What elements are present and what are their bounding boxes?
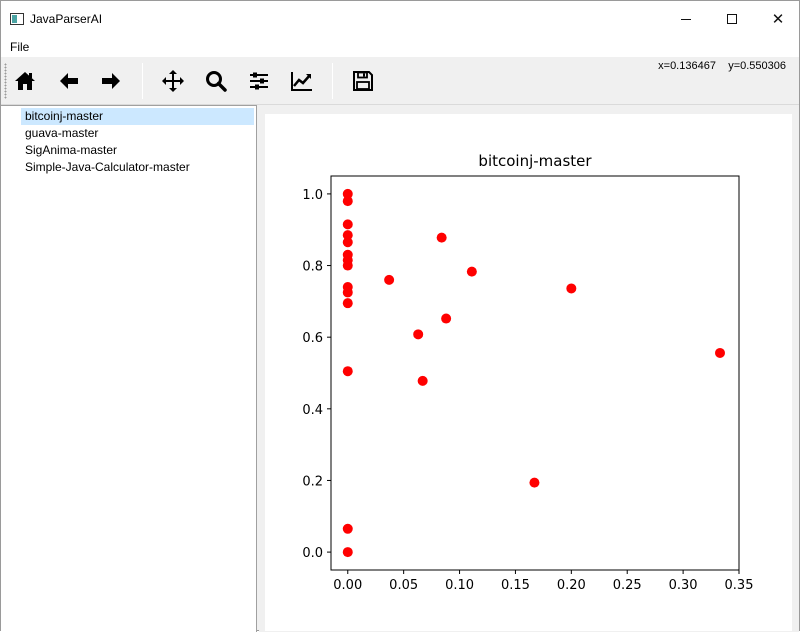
scatter-points xyxy=(342,188,725,558)
tree-item-simple-java-calculator[interactable]: Simple-Java-Calculator-master xyxy=(21,159,194,176)
subplots-button[interactable] xyxy=(244,66,274,96)
scatter-point xyxy=(413,329,424,340)
search-icon xyxy=(206,71,227,92)
arrow-right-icon xyxy=(102,73,120,89)
x-tick-label: 0.25 xyxy=(613,578,642,593)
back-button[interactable] xyxy=(54,66,84,96)
scatter-point xyxy=(342,219,353,230)
tree-item-label: Simple-Java-Calculator-master xyxy=(25,160,190,174)
tree-item-label: guava-master xyxy=(25,126,99,140)
sliders-icon xyxy=(250,72,268,90)
save-icon xyxy=(353,71,373,91)
project-tree: bitcoinj-master guava-master SigAnima-ma… xyxy=(1,105,257,632)
y-tick-label: 1.0 xyxy=(302,188,323,203)
x-tick-label: 0.15 xyxy=(501,578,530,593)
scatter-point xyxy=(342,366,353,377)
axes-frame xyxy=(330,175,740,571)
chart-title: bitcoinj-master xyxy=(478,152,592,170)
x-tick-label: 0.05 xyxy=(389,578,418,593)
plot-toolbar: x=0.136467 y=0.550306 xyxy=(1,57,799,105)
menu-bar: File xyxy=(1,37,799,57)
scatter-point xyxy=(342,298,353,309)
y-tick-label: 0.0 xyxy=(302,546,323,561)
title-bar: JavaParserAI ✕ xyxy=(1,1,799,37)
y-tick-label: 0.2 xyxy=(302,474,323,489)
toolbar-separator xyxy=(332,63,333,99)
close-button[interactable]: ✕ xyxy=(755,1,800,37)
chart-line-icon xyxy=(291,72,312,91)
zoom-button[interactable] xyxy=(201,66,231,96)
scatter-point xyxy=(342,523,353,534)
x-tick-label: 0.20 xyxy=(557,578,586,593)
save-button[interactable] xyxy=(348,66,378,96)
home-button[interactable] xyxy=(10,66,40,96)
maximize-button[interactable] xyxy=(709,1,755,37)
cursor-coordinates: x=0.136467 y=0.550306 xyxy=(658,60,786,72)
scatter-point xyxy=(441,313,452,324)
tree-item-bitcoinj[interactable]: bitcoinj-master xyxy=(21,108,254,125)
tree-item-label: SigAnima-master xyxy=(25,143,118,157)
close-icon: ✕ xyxy=(771,9,785,28)
home-icon xyxy=(15,72,35,90)
x-tick-label: 0.30 xyxy=(669,578,698,593)
window-title: JavaParserAI xyxy=(30,12,103,26)
arrow-left-icon xyxy=(60,73,78,89)
x-tick-label: 0.10 xyxy=(445,578,474,593)
forward-button[interactable] xyxy=(96,66,126,96)
y-tick-label: 0.6 xyxy=(302,331,323,346)
scatter-point xyxy=(342,188,353,199)
scatter-point xyxy=(714,347,725,358)
scatter-point xyxy=(529,477,540,488)
scatter-point xyxy=(384,274,395,285)
tree-item-siganima[interactable]: SigAnima-master xyxy=(21,142,121,159)
minimize-button[interactable] xyxy=(663,1,709,37)
tree-item-guava[interactable]: guava-master xyxy=(21,125,102,142)
y-axis: 0.0 0.2 0.4 0.6 0.8 1.0 xyxy=(302,188,331,561)
scatter-point xyxy=(342,237,353,248)
menu-file[interactable]: File xyxy=(10,40,30,54)
scatter-point xyxy=(417,375,428,386)
minimize-icon xyxy=(681,18,691,20)
y-tick-label: 0.4 xyxy=(302,403,323,418)
scatter-point xyxy=(436,232,447,243)
app-icon xyxy=(10,13,24,25)
move-icon xyxy=(162,70,184,92)
maximize-icon xyxy=(727,14,737,24)
scatter-point xyxy=(566,283,577,294)
coord-y: y=0.550306 xyxy=(728,60,786,72)
customize-button[interactable] xyxy=(287,66,317,96)
x-tick-label: 0.35 xyxy=(725,578,754,593)
plot-figure[interactable]: bitcoinj-master 0.00 0.05 0.10 0.15 0.20 0.25… xyxy=(265,114,792,631)
tree-item-label: bitcoinj-master xyxy=(25,109,104,123)
scatter-point xyxy=(342,196,353,207)
coord-x: x=0.136467 xyxy=(658,60,716,72)
x-axis: 0.00 0.05 0.10 0.15 0.20 0.25 0.30 0.35 xyxy=(333,570,753,593)
y-tick-label: 0.8 xyxy=(302,260,323,275)
pan-button[interactable] xyxy=(158,66,188,96)
toolbar-grip[interactable] xyxy=(4,63,7,99)
scatter-point xyxy=(466,266,477,277)
x-tick-label: 0.00 xyxy=(333,578,362,593)
scatter-point xyxy=(342,287,353,298)
scatter-chart[interactable]: bitcoinj-master 0.00 0.05 0.10 0.15 0.20 0.25… xyxy=(265,114,792,631)
toolbar-separator xyxy=(142,63,143,99)
scatter-point xyxy=(342,547,353,558)
scatter-point xyxy=(342,260,353,271)
scatter-point xyxy=(342,230,353,241)
